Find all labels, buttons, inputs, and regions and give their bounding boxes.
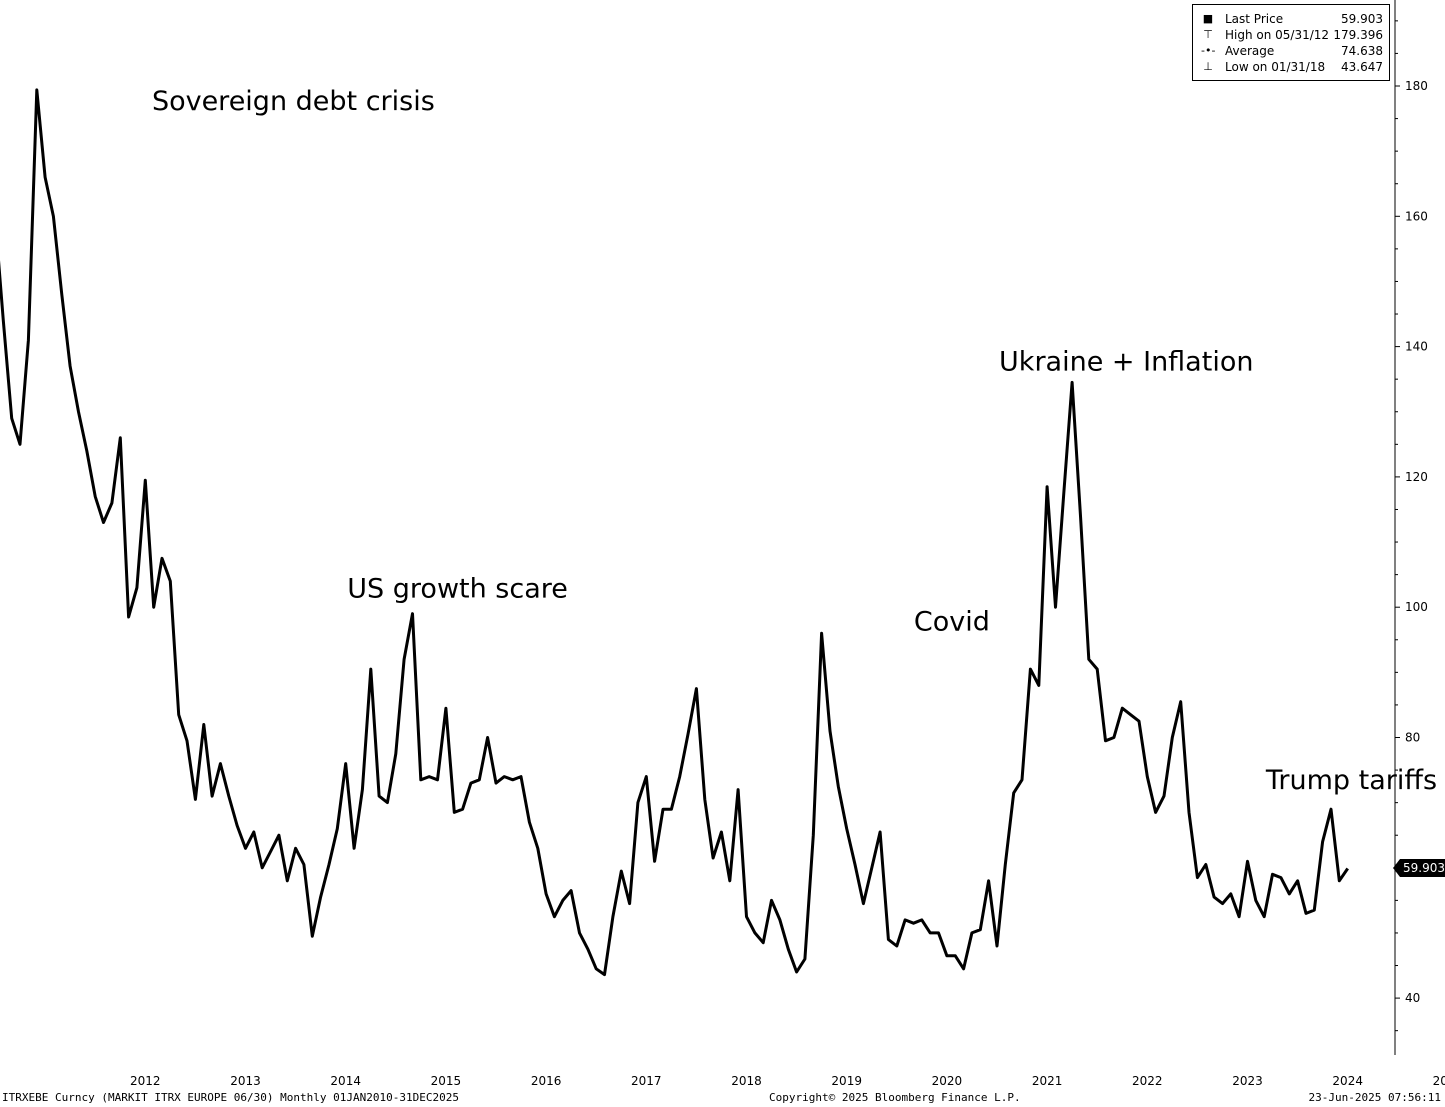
legend-label: High on 05/31/12 (1225, 28, 1330, 42)
annotation-label: Sovereign debt crisis (152, 86, 435, 117)
annotation-label: Ukraine + Inflation (999, 346, 1253, 377)
x-tick-label: 2013 (230, 1074, 261, 1088)
x-tick-label: 2022 (1132, 1074, 1163, 1088)
y-tick-label: 180 (1405, 79, 1428, 93)
legend-row-low: Low on 01/31/18 43.647 (1225, 59, 1383, 75)
y-tick-label: 40 (1405, 991, 1420, 1005)
legend-row-average: Average 74.638 (1225, 43, 1383, 59)
x-tick-label: 2012 (130, 1074, 161, 1088)
y-tick-label: 80 (1405, 731, 1420, 745)
legend-value: 74.638 (1341, 44, 1383, 58)
x-tick-label: 2023 (1232, 1074, 1263, 1088)
y-tick-label: 120 (1405, 470, 1428, 484)
high-marker-icon: ⊤ (1203, 28, 1213, 41)
x-tick-label: 2025 (1433, 1074, 1445, 1088)
legend-row-last-price: Last Price 59.903 (1225, 11, 1383, 27)
legend-label: Average (1225, 44, 1275, 58)
x-tick-label: 2021 (1032, 1074, 1063, 1088)
y-tick-label: 100 (1405, 600, 1428, 614)
annotation-label: US growth scare (347, 574, 568, 605)
last-price-badge: 59.903 (1393, 859, 1445, 877)
footer-right: 23-Jun-2025 07:56:11 (1308, 1091, 1441, 1104)
x-tick-label: 2019 (831, 1074, 862, 1088)
legend-label: Last Price (1225, 12, 1284, 26)
x-tick-label: 2020 (932, 1074, 963, 1088)
annotation-label: Covid (914, 606, 990, 637)
legend-value: 43.647 (1341, 60, 1383, 74)
legend-row-high: High on 05/31/12 179.396 (1225, 27, 1383, 43)
legend-value: 59.903 (1341, 12, 1383, 26)
legend-value: 179.396 (1333, 28, 1383, 42)
x-tick-label: 2016 (531, 1074, 562, 1088)
legend-box: Last Price 59.903 High on 05/31/12 179.3… (1192, 4, 1390, 81)
y-tick-label: 160 (1405, 209, 1428, 223)
annotation-label: Trump tariffs (1265, 765, 1437, 796)
x-tick-label: 2014 (330, 1074, 361, 1088)
series-line (0, 88, 1349, 977)
x-tick-label: 2024 (1332, 1074, 1363, 1088)
footer-center: Copyright© 2025 Bloomberg Finance L.P. (769, 1091, 1021, 1104)
x-tick-label: 2017 (631, 1074, 662, 1088)
square-icon: ■ (1202, 12, 1214, 25)
footer-left: ITRXEBE Curncy (MARKIT ITRX EUROPE 06/30… (2, 1091, 459, 1104)
average-marker-icon: -•- (1201, 44, 1216, 57)
low-marker-icon: ⊥ (1203, 60, 1213, 73)
legend-label: Low on 01/31/18 (1225, 60, 1326, 74)
y-tick-label: 140 (1405, 340, 1428, 354)
x-tick-label: 2015 (431, 1074, 462, 1088)
x-tick-label: 2018 (731, 1074, 762, 1088)
